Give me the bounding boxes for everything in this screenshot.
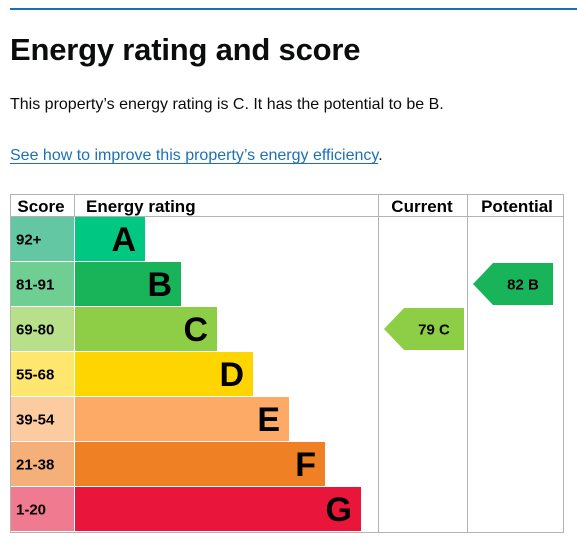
score-cell <box>11 397 74 441</box>
score-cell <box>11 262 74 306</box>
band-e: 39-54 E <box>11 397 289 441</box>
rating-bar <box>75 442 325 486</box>
rating-letter: E <box>257 401 280 439</box>
rating-arrows: 79 C 82 B <box>384 263 553 350</box>
score-range: 92+ <box>16 232 42 249</box>
score-range: 81-91 <box>16 277 54 294</box>
rating-letter: D <box>219 356 244 394</box>
rating-summary: This property’s energy rating is C. It h… <box>10 96 444 113</box>
top-divider <box>10 8 577 10</box>
rating-letter: B <box>147 266 172 304</box>
rating-bar <box>75 262 181 306</box>
rating-bar <box>75 352 253 396</box>
score-range: 55-68 <box>16 367 54 384</box>
improve-energy-efficiency-link[interactable]: See how to improve this property’s energ… <box>10 147 379 164</box>
score-cell <box>11 217 74 261</box>
band-a: 92+ A <box>11 217 145 261</box>
score-range: 39-54 <box>16 412 55 429</box>
score-range: 69-80 <box>16 322 54 339</box>
band-c: 69-80 C <box>11 307 217 351</box>
current-rating-arrow: 79 C <box>384 308 464 350</box>
score-cell <box>11 307 74 351</box>
rating-bar <box>75 397 289 441</box>
rating-bar <box>75 487 361 531</box>
score-cell <box>11 487 74 531</box>
rating-letter: G <box>326 491 352 529</box>
potential-rating-arrow-label: 82 B <box>507 277 539 294</box>
chart-border <box>10 194 564 533</box>
header-energy-rating: Energy rating <box>86 197 196 216</box>
link-suffix: . <box>378 147 383 164</box>
rating-letter: F <box>295 446 316 484</box>
current-rating-arrow-label: 79 C <box>418 322 450 339</box>
band-f: 21-38 F <box>11 442 325 486</box>
score-cell <box>11 352 74 396</box>
chart-grid <box>10 194 564 533</box>
rating-bar <box>75 217 145 261</box>
header-score: Score <box>17 197 64 216</box>
rating-letter: A <box>111 221 136 259</box>
band-b: 81-91 B <box>11 262 181 306</box>
score-cell <box>11 442 74 486</box>
band-g: 1-20 G <box>11 487 361 531</box>
current-rating-arrow-shape <box>384 308 464 350</box>
rating-letter: C <box>183 311 208 349</box>
rating-bar <box>75 307 217 351</box>
potential-rating-arrow: 82 B <box>473 263 553 305</box>
score-range: 21-38 <box>16 457 54 474</box>
header-current: Current <box>391 197 453 216</box>
score-range: 1-20 <box>16 502 46 519</box>
header-potential: Potential <box>481 197 553 216</box>
page-title: Energy rating and score <box>10 32 361 67</box>
improve-link-line: See how to improve this property’s energ… <box>10 147 383 165</box>
band-d: 55-68 D <box>11 352 253 396</box>
rating-bands: 92+ A 81-91 B 69-80 C 55-68 D 39-54 E 21-38 F 1-20 G <box>11 217 361 531</box>
potential-rating-arrow-shape <box>473 263 553 305</box>
